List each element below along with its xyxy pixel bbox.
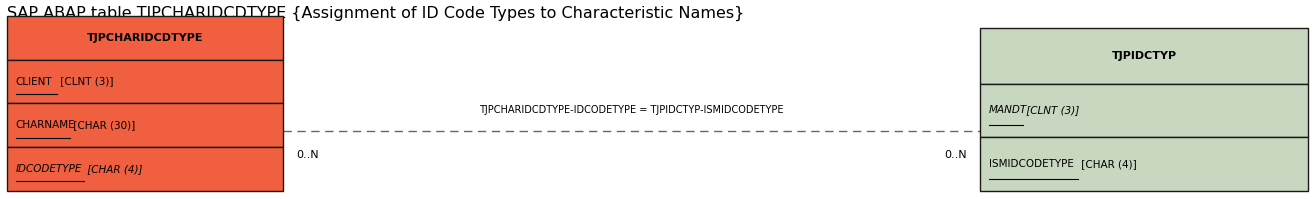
Text: SAP ABAP table TJPCHARIDCDTYPE {Assignment of ID Code Types to Characteristic Na: SAP ABAP table TJPCHARIDCDTYPE {Assignme… (7, 6, 744, 21)
Text: [CLNT (3)]: [CLNT (3)] (57, 77, 113, 87)
Text: IDCODETYPE: IDCODETYPE (16, 164, 82, 174)
Text: TJPCHARIDCDTYPE: TJPCHARIDCDTYPE (87, 33, 203, 43)
Text: MANDT: MANDT (989, 105, 1027, 115)
Text: TJPIDCTYP: TJPIDCTYP (1111, 51, 1177, 61)
Bar (980, 84, 1308, 137)
Text: TJPCHARIDCDTYPE-IDCODETYPE = TJPIDCTYP-ISMIDCODETYPE: TJPCHARIDCDTYPE-IDCODETYPE = TJPIDCTYP-I… (479, 105, 784, 115)
Bar (7, 103, 283, 147)
Text: 0..N: 0..N (944, 150, 967, 160)
Text: [CHAR (4)]: [CHAR (4)] (1078, 159, 1136, 169)
Text: [CHAR (4)]: [CHAR (4)] (84, 164, 142, 174)
Text: [CLNT (3)]: [CLNT (3)] (1023, 105, 1080, 115)
Bar (980, 28, 1308, 84)
Text: [CHAR (30)]: [CHAR (30)] (71, 120, 135, 130)
Bar (7, 16, 283, 60)
Text: CLIENT: CLIENT (16, 77, 53, 87)
Bar (7, 147, 283, 191)
Bar (7, 60, 283, 103)
Bar (980, 137, 1308, 191)
Text: ISMIDCODETYPE: ISMIDCODETYPE (989, 159, 1074, 169)
Text: CHARNAME: CHARNAME (16, 120, 75, 130)
Text: 0..N: 0..N (296, 150, 318, 160)
